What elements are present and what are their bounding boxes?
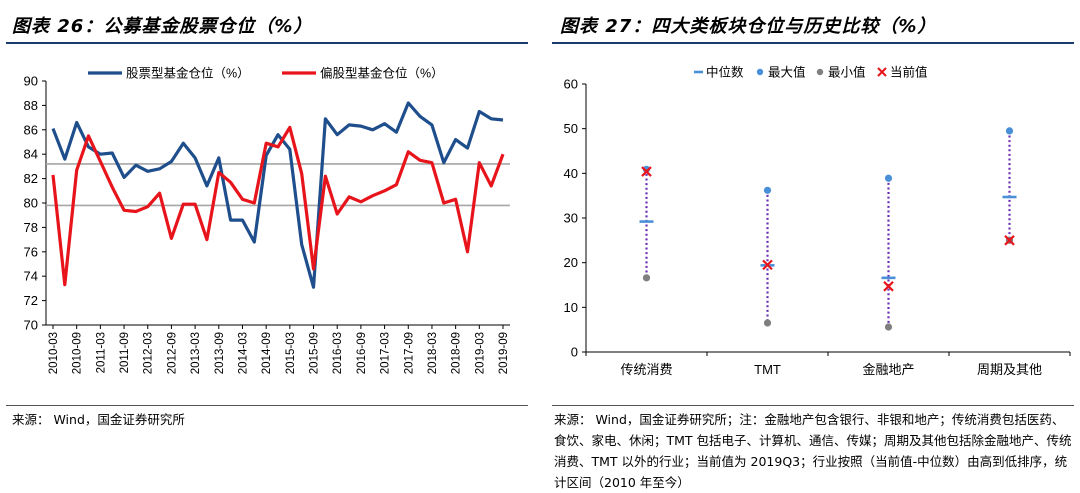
x-tick-label: 2017-03 — [380, 332, 392, 374]
x-tick-label: 2013-03 — [190, 332, 202, 374]
right-figure-title: 图表 27：四大类板块仓位与历史比较（%） — [560, 16, 937, 37]
x-tick-label: 2014-03 — [237, 332, 249, 374]
x-tick-label: 2012-03 — [143, 332, 155, 374]
x-tick-label: 2010-09 — [72, 332, 84, 374]
y-tick-label: 90 — [24, 74, 38, 89]
right-source-note: 来源： Wind，国金证券研究所；注：金融地产包含银行、非银和地产；传统消费包括… — [554, 412, 1072, 490]
x-tick-label: 2015-03 — [285, 332, 297, 374]
y-tick-label: 88 — [24, 98, 38, 113]
y-tick-label: 0 — [571, 345, 578, 360]
x-tick-label: 2016-09 — [356, 332, 368, 374]
category-label: TMT — [754, 362, 781, 377]
x-tick-label: 2016-03 — [332, 332, 344, 374]
min-value-dot — [642, 274, 651, 282]
current-value-cross — [641, 166, 652, 177]
x-tick-label: 2015-09 — [309, 332, 321, 374]
right-title-rule — [552, 42, 1074, 44]
right-source-rule — [552, 405, 1074, 406]
x-tick-label: 2010-03 — [48, 332, 60, 374]
y-tick-label: 30 — [564, 211, 578, 226]
series-line-stock-fund — [51, 101, 504, 289]
legend-label: 中位数 — [706, 65, 744, 80]
max-value-dot — [1005, 127, 1014, 135]
legend-label: 偏股型基金仓位（%） — [320, 66, 444, 81]
right-panel: 图表 27：四大类板块仓位与历史比较（%） 0 10 20 30 40 50 60 传统消费 T… — [548, 0, 1080, 492]
legend-min-symbol — [816, 68, 824, 76]
x-tick-label: 2018-09 — [451, 332, 463, 374]
right-range-chart: 0 10 20 30 40 50 60 传统消费 TMT 金融地产 周期及其他 中位数 最大值 最小值 当前… — [564, 65, 1071, 377]
x-tick-label: 2018-03 — [427, 332, 439, 374]
category-label: 金融地产 — [862, 362, 914, 377]
category-label: 周期及其他 — [977, 362, 1042, 377]
left-title-rule — [6, 42, 528, 44]
x-tick-label: 2017-09 — [403, 332, 415, 374]
max-value-dot — [763, 186, 772, 194]
legend-label: 当前值 — [890, 65, 928, 80]
legend-current-symbol — [877, 67, 887, 77]
x-tick-label: 2012-09 — [166, 332, 178, 374]
left-source-rule — [6, 405, 528, 406]
y-tick-label: 86 — [24, 122, 38, 137]
y-tick-label: 74 — [24, 269, 38, 284]
y-tick-label: 80 — [24, 196, 38, 211]
y-tick-label: 10 — [564, 300, 578, 315]
left-line-chart: 70 72 74 76 78 80 82 84 86 88 90 2010-03 2010-09 2011… — [24, 66, 510, 374]
y-tick-label: 60 — [564, 77, 578, 92]
y-tick-label: 70 — [24, 318, 38, 333]
min-value-dot — [884, 323, 893, 331]
current-value-cross — [883, 281, 894, 292]
left-panel: 图表 26：公募基金股票仓位（%） 70 72 74 76 78 80 82 84 86 88 90… — [0, 0, 530, 492]
y-tick-label: 50 — [564, 121, 578, 136]
legend-label: 股票型基金仓位（%） — [126, 66, 250, 81]
x-tick-label: 2019-03 — [474, 332, 486, 374]
legend-max-symbol — [756, 68, 764, 76]
legend-label: 最大值 — [768, 65, 806, 80]
y-tick-label: 76 — [24, 244, 38, 259]
current-value-cross — [1004, 235, 1015, 246]
x-tick-label: 2019-09 — [498, 332, 510, 374]
series-line-equity-biased-fund — [51, 125, 505, 287]
y-tick-label: 82 — [24, 171, 38, 186]
category-label: 传统消费 — [620, 362, 672, 377]
y-tick-label: 20 — [564, 255, 578, 270]
max-value-dot — [884, 174, 893, 182]
x-tick-label: 2013-09 — [214, 332, 226, 374]
current-value-cross — [762, 259, 773, 271]
y-tick-label: 40 — [564, 166, 578, 181]
y-tick-label: 72 — [24, 293, 38, 308]
y-tick-label: 78 — [24, 220, 38, 235]
y-tick-label: 84 — [24, 147, 38, 162]
left-source-note: 来源： Wind，国金证券研究所 — [12, 412, 185, 427]
x-tick-label: 2011-09 — [119, 332, 131, 373]
x-tick-label: 2011-03 — [95, 332, 107, 373]
left-figure-title: 图表 26：公募基金股票仓位（%） — [12, 16, 313, 37]
min-value-dot — [763, 319, 772, 327]
legend-label: 最小值 — [828, 65, 866, 80]
x-tick-label: 2014-09 — [261, 332, 273, 374]
